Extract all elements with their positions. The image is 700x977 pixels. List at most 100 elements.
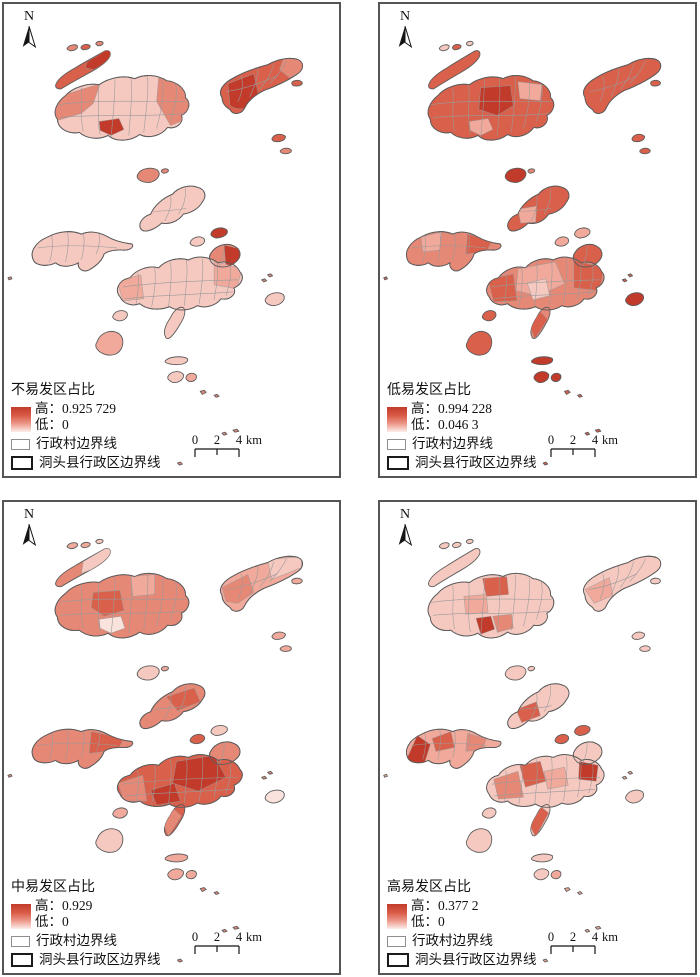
county-outline-mid-island [507,185,570,232]
low-value: 0 [62,914,69,930]
county-boundary-label: 洞头县行政区边界线 [39,952,161,968]
north-arrow: N [393,508,417,547]
county-boundary-label: 洞头县行政区边界线 [415,455,537,471]
county-boundary-swatch [11,953,33,968]
legend-low-line: 低：0 [35,914,92,930]
scale-unit: km [602,433,618,447]
scale-label-0: 0 [192,433,198,447]
island-s-island [112,807,128,819]
choropleth-map [383,538,662,963]
scale-bar-graphic: 0 2 4 km [548,930,618,954]
island-dark-oval [210,725,228,736]
village-boundary-swatch [11,438,30,450]
island-ne-islet [554,733,570,745]
color-ramp-row: 高：0.929 低：0 [11,898,161,930]
scale-label-0: 0 [548,930,554,944]
county-outline-main-island [486,754,605,808]
county-outline-big-island [427,572,555,639]
island-right-island [264,789,285,804]
village-boundaries-tr-island [225,60,287,102]
high-value: 0.377 2 [438,898,479,914]
north-label: N [23,9,35,24]
north-arrow: N [17,10,41,49]
county-outline-ne-lobe [209,741,241,765]
island-south-flat [531,356,554,366]
island-islet-ne [291,577,303,585]
village-patch [166,687,201,711]
village-patch [469,118,494,136]
legend-title: 低易发区占比 [387,382,471,398]
village-boundaries-west-island [37,729,118,760]
map-legend: 中易发区占比 高：0.929 低：0 行政村边界线 洞头县行政区边界线 [11,880,161,968]
village-boundary-label: 行政村边界线 [412,436,493,452]
color-ramp-row: 高：0.994 228 低：0.046 3 [387,401,537,433]
village-boundaries-main-island [122,756,238,806]
village-boundaries-big-island [431,574,552,636]
village-boundaries-tr-island [588,60,646,102]
village-patch [515,701,541,723]
county-outline-ne-lobe [572,741,603,765]
scale-label-2: 2 [214,433,220,447]
island-islet-ne [650,79,661,87]
island-s-island [481,310,497,322]
village-boundaries-west-island [411,729,487,760]
village-patch [482,576,509,597]
village-patch [530,806,549,836]
county-boundary-row: 洞头县行政区边界线 [387,455,537,471]
color-ramp-swatch [387,407,407,433]
island-islet-e1 [271,133,286,143]
island-ne-islet [554,236,570,247]
legend-high-line: 高：0.929 [35,898,92,914]
island-islet-e2 [279,645,292,652]
island-right-island [625,292,644,307]
island-islet-e1 [631,631,646,640]
island-se-island [163,306,186,340]
island-dark-oval [210,227,228,239]
scale-bar-line [550,945,596,954]
low-prefix: 低： [35,914,62,930]
island-round-island [465,331,493,356]
village-patch [117,274,145,302]
county-outline-tr-island [583,57,662,114]
county-outline-ne-lobe [209,243,241,268]
north-label: N [399,507,411,522]
map-legend: 不易发区占比 高：0.925 729 低：0 行政村边界线 洞头县行政区边界线 [11,383,161,471]
island-center-island [504,167,527,183]
color-ramp-swatch [11,904,31,930]
island-islet-ne [291,79,303,87]
map-legend: 低易发区占比 高：0.994 228 低：0.046 3 行政村边界线 洞头县行… [387,383,537,471]
island-center-island [136,167,160,183]
map-panel-high-prone: N 高易发区占比 高：0.377 2 低：0 行政村边界线 洞头县行政 [378,500,697,975]
county-outline-big-island [427,75,555,141]
low-prefix: 低： [411,417,438,433]
village-patch [493,770,524,800]
legend-title: 不易发区占比 [11,382,95,398]
island-islet-b [80,44,91,51]
village-patch [221,574,255,604]
island-specks [383,770,633,963]
village-boundary-label: 行政村边界线 [412,933,493,949]
island-round-island [465,828,493,853]
village-boundary-swatch [387,935,406,947]
island-dark-oval [574,725,591,736]
county-outline-tr-island [219,57,304,114]
county-outline-mid-island [507,683,570,730]
scale-label-4: 4 [236,930,243,944]
low-value: 0 [438,914,445,930]
legend-title: 中易发区占比 [11,879,95,895]
county-boundary-label: 洞头县行政区边界线 [415,952,537,968]
legend-high-line: 高：0.925 729 [35,401,116,417]
scale-bar: 0 2 4 km [191,930,275,963]
county-outline-west-island [31,231,134,272]
island-south-flat [164,853,189,863]
county-boundary-row: 洞头县行政区边界线 [11,952,161,968]
village-patch [478,85,514,116]
village-boundaries-ne-lobe [581,244,588,267]
scale-bar: 0 2 4 km [547,433,631,466]
north-arrow: N [393,10,417,49]
village-patch [584,577,614,604]
island-islet-ne [650,577,661,585]
legend-low-line: 低：0 [411,914,479,930]
north-arrow: N [17,508,41,547]
island-center-tiny [527,168,536,174]
